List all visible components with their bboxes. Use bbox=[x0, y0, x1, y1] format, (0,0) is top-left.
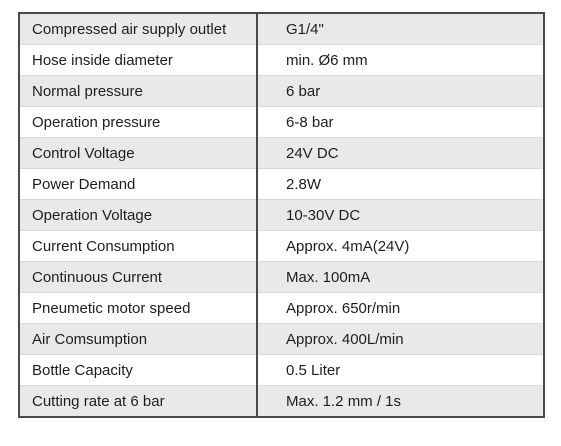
table-row: Operation pressure 6-8 bar bbox=[19, 106, 544, 138]
table-row: Air Comsumption Approx. 400L/min bbox=[19, 323, 544, 355]
table-row: Compressed air supply outlet G1/4" bbox=[19, 13, 544, 45]
table-row: Hose inside diameter min. Ø6 mm bbox=[19, 44, 544, 76]
spec-value: Approx. 650r/min bbox=[257, 292, 544, 324]
spec-value: 6-8 bar bbox=[257, 106, 544, 138]
spec-value: Max. 1.2 mm / 1s bbox=[257, 385, 544, 417]
spec-label: Operation pressure bbox=[19, 106, 258, 138]
spec-value: 2.8W bbox=[257, 168, 544, 200]
spec-label: Control Voltage bbox=[19, 137, 258, 169]
spec-value: Max. 100mA bbox=[257, 261, 544, 293]
spec-value: Approx. 4mA(24V) bbox=[257, 230, 544, 262]
spec-value: 0.5 Liter bbox=[257, 354, 544, 386]
table-row: Power Demand 2.8W bbox=[19, 168, 544, 200]
table-row: Pneumetic motor speed Approx. 650r/min bbox=[19, 292, 544, 324]
spec-label: Bottle Capacity bbox=[19, 354, 258, 386]
spec-value: 10-30V DC bbox=[257, 199, 544, 231]
spec-table: Compressed air supply outlet G1/4" Hose … bbox=[18, 12, 545, 418]
spec-label: Pneumetic motor speed bbox=[19, 292, 258, 324]
spec-value: Approx. 400L/min bbox=[257, 323, 544, 355]
spec-label: Hose inside diameter bbox=[19, 44, 258, 76]
table-row: Cutting rate at 6 bar Max. 1.2 mm / 1s bbox=[19, 385, 544, 417]
spec-label: Continuous Current bbox=[19, 261, 258, 293]
table-row: Normal pressure 6 bar bbox=[19, 75, 544, 107]
spec-value: G1/4" bbox=[257, 13, 544, 45]
table-row: Control Voltage 24V DC bbox=[19, 137, 544, 169]
spec-label: Operation Voltage bbox=[19, 199, 258, 231]
spec-label: Power Demand bbox=[19, 168, 258, 200]
table-row: Current Consumption Approx. 4mA(24V) bbox=[19, 230, 544, 262]
spec-label: Normal pressure bbox=[19, 75, 258, 107]
spec-value: 6 bar bbox=[257, 75, 544, 107]
spec-label: Current Consumption bbox=[19, 230, 258, 262]
spec-label: Air Comsumption bbox=[19, 323, 258, 355]
spec-value: min. Ø6 mm bbox=[257, 44, 544, 76]
table-row: Continuous Current Max. 100mA bbox=[19, 261, 544, 293]
spec-label: Cutting rate at 6 bar bbox=[19, 385, 258, 417]
table-row: Operation Voltage 10-30V DC bbox=[19, 199, 544, 231]
spec-value: 24V DC bbox=[257, 137, 544, 169]
table-row: Bottle Capacity 0.5 Liter bbox=[19, 354, 544, 386]
spec-label: Compressed air supply outlet bbox=[19, 13, 258, 45]
spec-table-body: Compressed air supply outlet G1/4" Hose … bbox=[19, 13, 544, 417]
